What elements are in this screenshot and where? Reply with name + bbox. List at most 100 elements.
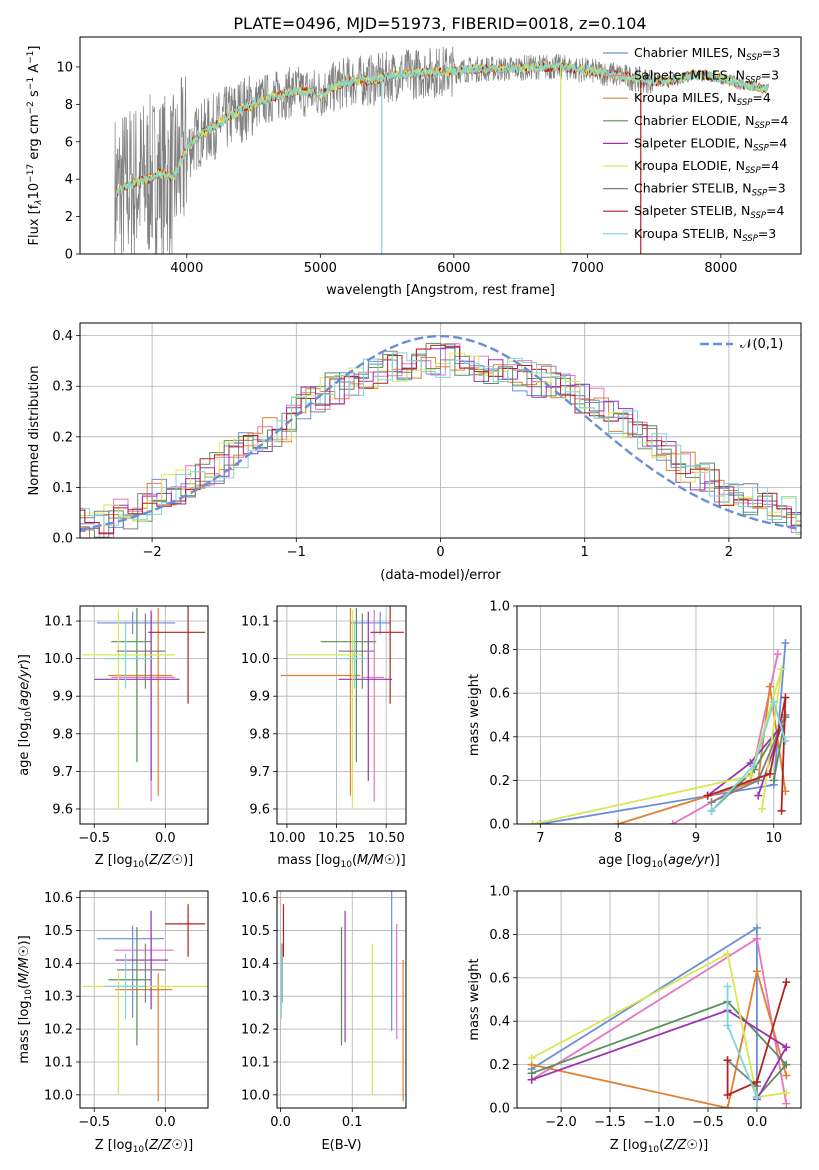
y-tick-label: 1.0 — [489, 600, 510, 615]
weight-marker — [782, 1099, 791, 1108]
x-tick-label: 10.00 — [268, 831, 305, 846]
weight-series — [726, 986, 758, 1108]
weight-marker — [668, 820, 677, 824]
weight-marker — [614, 820, 623, 824]
weight-marker — [723, 949, 732, 958]
y-tick-label: 9.8 — [52, 727, 73, 742]
error-bar-point — [362, 609, 385, 802]
y-tick-label: 9.7 — [249, 765, 270, 780]
weight-series — [707, 725, 783, 797]
weight-marker — [723, 1056, 732, 1065]
legend-entry: Kroupa STELIB, NSSP=3 — [634, 226, 776, 244]
x-axis-label: Z [log10(Z/Z☉)] — [610, 1138, 708, 1155]
mass_vs_EBV-data — [280, 891, 404, 1102]
error-bar-point — [350, 611, 391, 635]
y-tick-label: 9.9 — [249, 690, 270, 705]
x-axis-label: E(B-V) — [321, 1138, 361, 1153]
weight-marker — [777, 806, 786, 815]
error-bar-point — [108, 607, 173, 796]
weight-series — [617, 686, 787, 824]
error-bar-point — [286, 609, 363, 809]
x-tick-label: 8000 — [704, 261, 737, 276]
weight-marker — [752, 923, 761, 932]
weight-series — [707, 697, 787, 811]
weight-marker — [723, 1090, 732, 1099]
y-tick-label: 10.0 — [44, 652, 73, 667]
error-bar-point — [104, 953, 144, 1020]
x-tick-label: −1 — [287, 545, 306, 560]
model-spectrum — [115, 60, 768, 198]
y-tick-label: 10.0 — [44, 1088, 73, 1103]
axes-frame — [276, 890, 407, 1109]
weight-marker — [707, 798, 716, 807]
x-tick-label: 0.0 — [155, 831, 176, 846]
legend-entry: 𝒩(0,1) — [740, 337, 783, 352]
y-tick-label: 0.8 — [489, 928, 510, 943]
x-tick-label: 0.0 — [747, 1115, 768, 1130]
y-axis-label: age [log10(age/yr)] — [17, 654, 34, 776]
legend-entry: Salpeter ELODIE, NSSP=4 — [634, 135, 787, 153]
x-tick-label: −1.5 — [594, 1115, 626, 1130]
x-tick-label: −0.5 — [78, 831, 110, 846]
weight-marker — [754, 791, 763, 800]
y-tick-label: 4 — [65, 173, 73, 188]
error-bar-point — [115, 910, 169, 1010]
x-tick-label: 10.25 — [318, 831, 355, 846]
x-tick-label: 0.0 — [270, 1115, 291, 1130]
weight-marker — [782, 1088, 791, 1097]
x-axis-label: Z [log10(Z/Z☉)] — [95, 1138, 193, 1155]
x-tick-label: 5000 — [304, 261, 337, 276]
legend-entry: Kroupa ELODIE, NSSP=4 — [634, 158, 779, 176]
weight-marker — [782, 1043, 791, 1052]
error-bar-point — [94, 611, 180, 781]
x-tick-label: 9 — [692, 831, 700, 846]
error-bar-point — [104, 621, 154, 689]
y-tick-label: 10.4 — [44, 957, 73, 972]
error-bar-point — [280, 607, 361, 796]
x-axis-label: Z [log10(Z/Z☉)] — [95, 853, 193, 870]
axes-frame — [79, 322, 802, 539]
weight-marker — [703, 791, 712, 800]
weight-marker — [752, 1093, 761, 1102]
weight-marker — [707, 806, 716, 815]
x-tick-label: 7000 — [571, 261, 604, 276]
histogram-series — [80, 357, 801, 538]
weight-marker — [782, 1060, 791, 1069]
weight-series — [531, 952, 787, 1099]
y-tick-label: 9.6 — [52, 802, 73, 817]
error-bar-point — [97, 925, 164, 1018]
weight-marker — [752, 934, 761, 943]
x-tick-label: 7 — [536, 831, 544, 846]
error-bar-point — [114, 933, 174, 974]
weight-series — [710, 698, 787, 812]
axes-frame — [516, 890, 802, 1109]
weight-series — [710, 716, 787, 812]
histogram-series — [80, 350, 801, 536]
weight-marker — [769, 697, 778, 706]
error-bar-point — [165, 904, 206, 957]
mass_vs_Z-data — [82, 904, 208, 1102]
y-tick-label: 0.0 — [52, 532, 73, 547]
weight_vs_Z-axes: −2.0 −1.5 −1.0 −0.5 0.0 0.0 0.2 0.4 0.6 0.8 1.0 mas… — [467, 885, 802, 1155]
residuals-axes: −2 −1 0 1 2 0.0 0.1 0.2 0.3 0.4 𝒩(0,1) (data-model)… — [27, 322, 802, 583]
histogram-series — [80, 352, 801, 535]
age_vs_mass-data — [280, 606, 405, 809]
y-tick-label: 0.4 — [489, 730, 510, 745]
y-tick-label: 10.0 — [241, 652, 270, 667]
x-tick-label: −1.0 — [643, 1115, 675, 1130]
spectrum-legend: Chabrier MILES, NSSP=3 Salpeter MILES, NS… — [603, 45, 789, 244]
axes-frame — [79, 605, 209, 825]
x-tick-label: 10 — [765, 831, 782, 846]
x-tick-label: −0.5 — [78, 1115, 110, 1130]
x-tick-label: 4000 — [170, 261, 203, 276]
x-tick-label: 6000 — [437, 261, 470, 276]
legend-entry: Chabrier STELIB, NSSP=3 — [634, 181, 786, 199]
weight-marker — [758, 804, 767, 813]
y-tick-label: 10.5 — [241, 924, 270, 939]
error-bar-point — [338, 613, 375, 689]
histogram-series — [80, 345, 801, 534]
weight-marker — [527, 1075, 536, 1084]
weight-marker — [782, 1071, 791, 1080]
x-tick-label: 8 — [614, 831, 622, 846]
